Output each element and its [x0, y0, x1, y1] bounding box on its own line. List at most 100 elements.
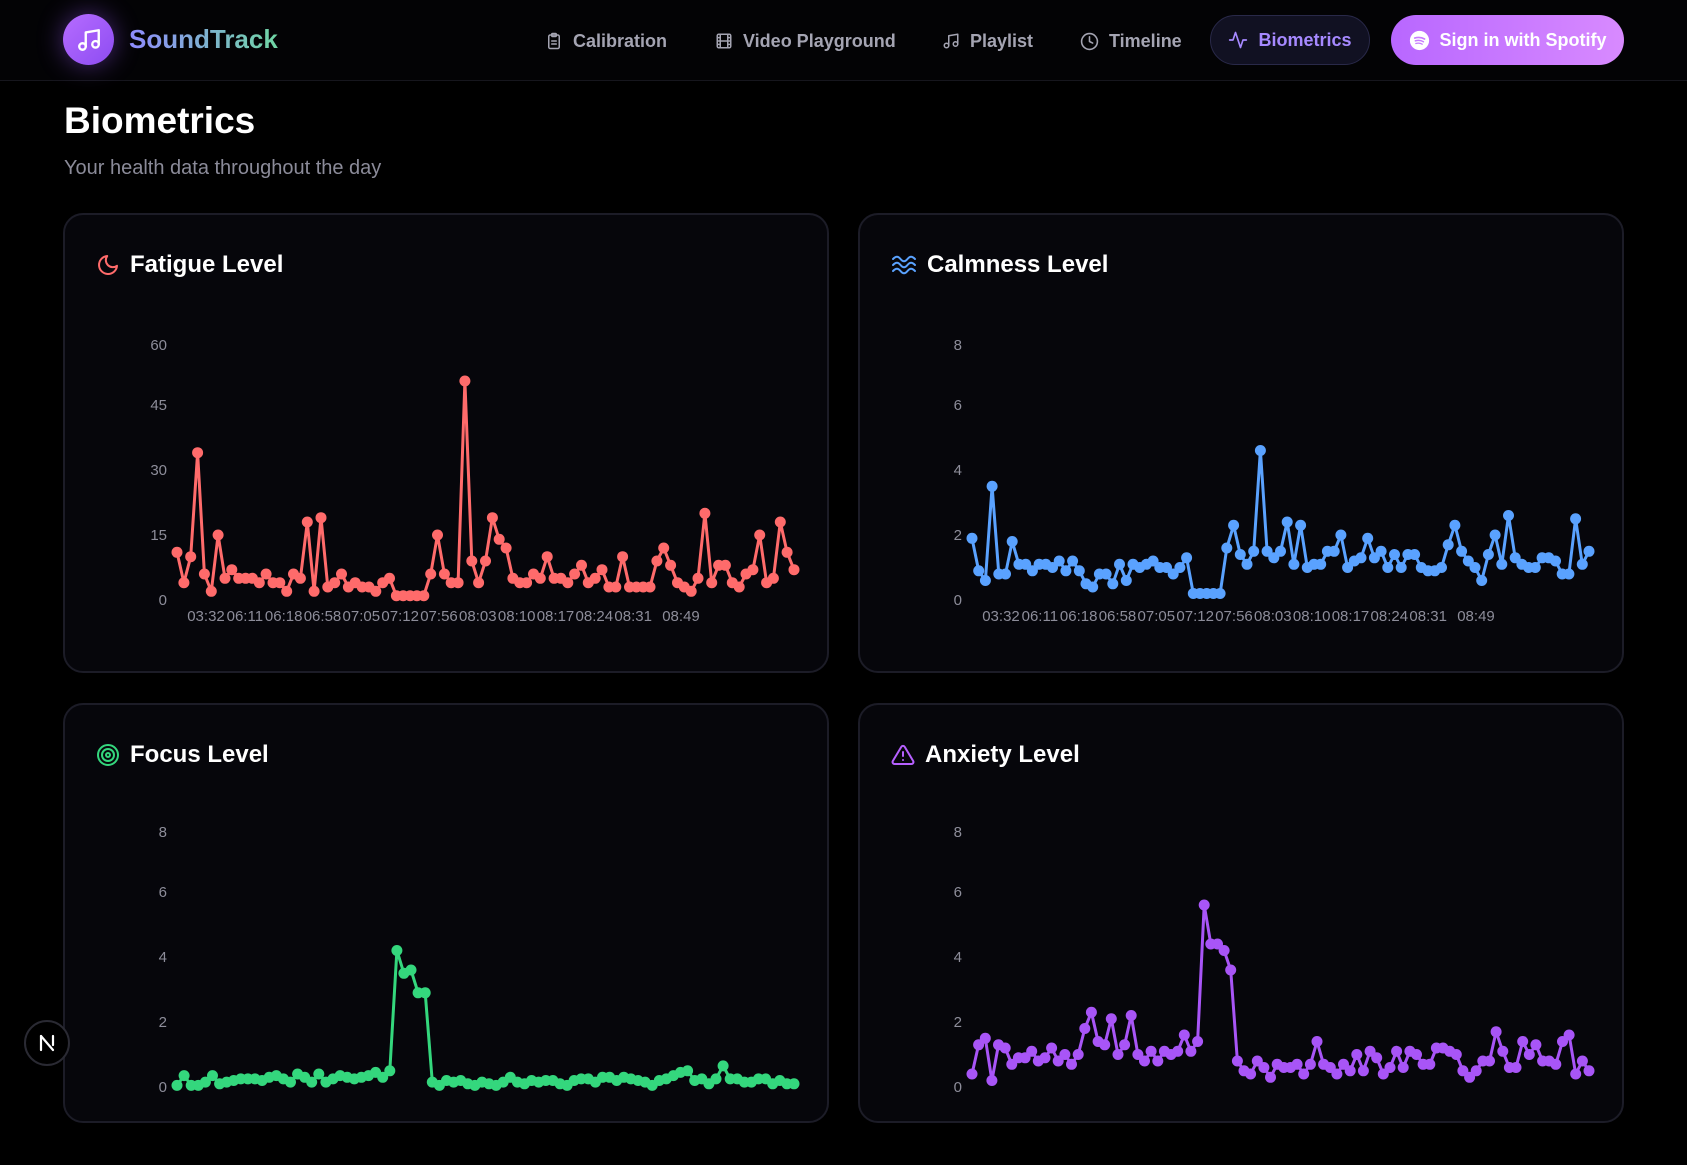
anxiety-data-point — [1484, 1055, 1495, 1067]
focus-title: Focus Level — [130, 741, 269, 768]
anxiety-data-point — [1311, 1036, 1323, 1047]
calmness-data-point — [1000, 568, 1011, 580]
anxiety-data-point — [1583, 1065, 1595, 1077]
nav-calibration[interactable]: Calibration — [545, 24, 667, 58]
calmness-x-tick: 07:56 — [1215, 608, 1253, 625]
anxiety-data-point — [1218, 945, 1230, 956]
anxiety-data-point — [1185, 1045, 1197, 1057]
fatigue-data-point — [541, 551, 553, 563]
nav-timeline[interactable]: Timeline — [1080, 24, 1182, 58]
calmness-data-point — [1328, 545, 1340, 557]
anxiety-data-point — [1085, 1006, 1097, 1018]
dev-tools-badge[interactable] — [24, 1020, 70, 1066]
fatigue-data-point — [171, 546, 183, 558]
fatigue-data-point — [192, 447, 204, 459]
calmness-data-point — [1107, 578, 1119, 590]
anxiety-title: Anxiety Level — [925, 741, 1080, 768]
fatigue-data-point — [493, 533, 505, 545]
calmness-data-point — [1067, 555, 1079, 567]
fatigue-x-tick: 08:10 — [498, 608, 536, 625]
fatigue-data-point — [480, 555, 491, 567]
anxiety-data-point — [1245, 1068, 1257, 1080]
anxiety-y-tick: 4 — [954, 949, 962, 966]
focus-data-point — [207, 1070, 218, 1082]
anxiety-data-point — [979, 1032, 991, 1044]
anxiety-data-point — [1125, 1010, 1137, 1021]
focus-data-point — [682, 1065, 694, 1077]
anxiety-data-point — [1105, 1013, 1117, 1025]
fatigue-data-point — [301, 516, 313, 528]
anxiety-data-point — [1576, 1055, 1588, 1067]
fatigue-data-point — [329, 577, 341, 589]
calmness-data-point — [1114, 558, 1125, 570]
fatigue-x-tick: 08:49 — [662, 608, 700, 625]
fatigue-data-point — [185, 551, 197, 563]
anxiety-data-point — [1497, 1045, 1509, 1057]
anxiety-data-point — [1391, 1045, 1403, 1057]
nav-biometrics-label: Biometrics — [1258, 29, 1352, 50]
anxiety-data-point — [1357, 1065, 1369, 1077]
calmness-data-point — [966, 532, 978, 544]
calmness-data-point — [1496, 558, 1508, 570]
focus-series-line — [175, 949, 794, 1087]
page-title: Biometrics — [64, 100, 256, 141]
fatigue-data-point — [719, 559, 731, 571]
fatigue-data-point — [438, 568, 450, 580]
calmness-data-point — [1053, 555, 1065, 567]
nav-timeline-label: Timeline — [1109, 30, 1182, 51]
fatigue-data-point — [178, 577, 190, 589]
anxiety-data-point — [1550, 1058, 1562, 1070]
focus-chart: 8 6 4 2 0 — [159, 824, 800, 1096]
calmness-data-point — [1315, 558, 1327, 570]
calmness-data-point — [1395, 562, 1407, 573]
calmness-data-point — [1382, 562, 1394, 573]
calmness-data-point — [1248, 545, 1260, 557]
calmness-data-point — [1469, 562, 1481, 573]
clock-icon — [1080, 32, 1099, 50]
anxiety-data-point — [1172, 1045, 1184, 1057]
calmness-x-tick: 08:31 — [1409, 608, 1447, 625]
brand[interactable]: SoundTrack — [63, 14, 278, 65]
anxiety-card: Anxiety Level 8 6 4 2 0 — [858, 703, 1624, 1123]
fatigue-y-tick: 45 — [150, 397, 167, 414]
sign-in-spotify-button[interactable]: Sign in with Spotify — [1391, 15, 1624, 65]
anxiety-data-point — [1139, 1055, 1150, 1067]
page-subtitle: Your health data throughout the day — [64, 157, 382, 179]
focus-data-point — [171, 1079, 183, 1091]
focus-data-point — [199, 1076, 211, 1088]
fatigue-data-point — [198, 568, 210, 580]
calmness-data-point — [979, 575, 991, 586]
calmness-data-point — [1073, 565, 1085, 577]
fatigue-data-point — [617, 551, 629, 563]
fatigue-data-point — [205, 585, 217, 597]
calmness-x-tick: 08:10 — [1293, 608, 1331, 625]
anxiety-data-point — [1072, 1049, 1084, 1060]
fatigue-data-point — [685, 585, 697, 597]
calmness-y-tick: 0 — [954, 592, 962, 609]
nav-playlist[interactable]: Playlist — [942, 24, 1033, 58]
fatigue-data-point — [459, 375, 471, 387]
anxiety-y-tick: 6 — [954, 884, 962, 901]
anxiety-data-point — [1198, 899, 1210, 911]
focus-data-point — [306, 1076, 318, 1088]
fatigue-data-point — [767, 572, 779, 584]
sign-in-spotify-label: Sign in with Spotify — [1439, 29, 1607, 50]
anxiety-data-point — [1344, 1065, 1356, 1077]
fatigue-data-point — [260, 568, 272, 580]
fatigue-x-tick: 06:18 — [265, 608, 303, 625]
nav-biometrics[interactable]: Biometrics — [1210, 15, 1370, 65]
anxiety-data-point — [1079, 1023, 1091, 1034]
calmness-data-point — [1275, 545, 1286, 557]
calmness-data-point — [1563, 568, 1575, 580]
calmness-data-point — [1181, 552, 1193, 564]
music-note-icon — [63, 14, 114, 65]
nav-video-playground-label: Video Playground — [743, 30, 896, 51]
fatigue-data-point — [486, 512, 498, 524]
fatigue-data-point — [576, 559, 587, 571]
calmness-data-point — [1087, 581, 1099, 593]
calmness-data-point — [1576, 558, 1588, 570]
calmness-x-tick: 08:17 — [1332, 608, 1370, 625]
nav-video-playground[interactable]: Video Playground — [715, 24, 896, 58]
fatigue-data-point — [473, 577, 485, 589]
fatigue-data-point — [521, 577, 533, 589]
